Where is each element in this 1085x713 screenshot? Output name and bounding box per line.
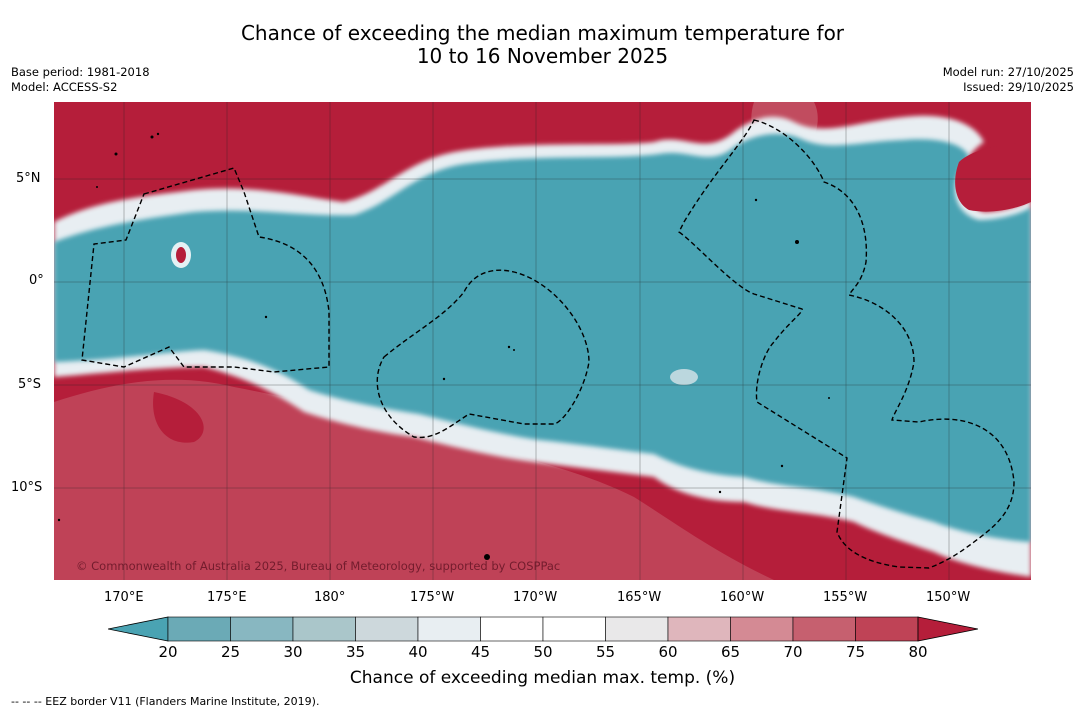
model-text: Model: ACCESS-S2: [11, 80, 118, 94]
lat-label-10s: 10°S: [11, 480, 43, 495]
island: [114, 152, 118, 156]
island: [442, 377, 446, 381]
colorbar-cell: [355, 616, 419, 642]
colorbar-cell: [730, 616, 794, 642]
cb-tick-label: 70: [783, 643, 803, 661]
cb-tick-label: 25: [220, 643, 241, 661]
title-line-2: 10 to 16 November 2025: [416, 44, 669, 68]
map-title: Chance of exceeding the median maximum t…: [0, 22, 1085, 68]
colorbar-cell: [542, 616, 606, 642]
cb-tick-label: 30: [283, 643, 303, 661]
colorbar-cells: [108, 616, 978, 642]
cb-tick-label: 65: [720, 643, 741, 661]
cb-tick-label: 35: [345, 643, 366, 661]
cb-tick-label: 55: [595, 643, 616, 661]
meta-left: Base period: 1981-2018 Model: ACCESS-S2: [11, 65, 150, 95]
island: [780, 464, 784, 468]
lat-label-5s: 5°S: [18, 377, 42, 392]
island: [795, 240, 799, 244]
colorbar-cell: [230, 616, 294, 642]
island: [754, 198, 758, 202]
island: [828, 397, 830, 399]
eez-border-line-islands: [678, 119, 1015, 569]
base-period-text: Base period: 1981-2018: [11, 65, 150, 79]
cb-tick-label: 60: [658, 643, 678, 661]
neutral-spot: [670, 369, 698, 385]
colorbar-arrow-high: [917, 616, 978, 642]
islands: [57, 132, 830, 560]
northeast-red-blob: [955, 143, 1031, 212]
island: [156, 132, 160, 136]
colorbar-cell: [480, 616, 544, 642]
title-line-1: Chance of exceeding the median maximum t…: [240, 21, 845, 45]
colorbar-cell: [667, 616, 731, 642]
colorbar-title: Chance of exceeding median max. temp. (%…: [349, 668, 736, 688]
lon-label-155w: 155°W: [823, 590, 868, 605]
eez-footnote: -- -- -- EEZ border V11 (Flanders Marine…: [11, 695, 320, 708]
lat-label-0: 0°: [29, 273, 44, 288]
lat-label-5n: 5°N: [16, 171, 41, 186]
island: [96, 186, 98, 188]
lon-label-180: 180°: [314, 590, 346, 605]
cb-tick-label: 75: [845, 643, 866, 661]
lon-label-175w: 175°W: [410, 590, 455, 605]
eez-borders: [81, 119, 1015, 569]
island: [150, 135, 154, 139]
model-run-text: Model run: 27/10/2025: [942, 65, 1074, 79]
cb-tick-label: 45: [470, 643, 491, 661]
gridlines: [54, 102, 1031, 580]
eez-border-phoenix: [376, 269, 590, 439]
lon-label-170w: 170°W: [513, 590, 558, 605]
cb-tick-label: 20: [158, 643, 178, 661]
island: [507, 345, 511, 349]
island: [718, 490, 722, 494]
meta-right: Model run: 27/10/2025 Issued: 29/10/2025: [943, 65, 1074, 95]
colorbar-cell: [792, 616, 856, 642]
lon-label-165w: 165°W: [617, 590, 662, 605]
colorbar-cell: [417, 616, 481, 642]
colorbar-cell: [167, 616, 231, 642]
lon-label-160w: 160°W: [720, 590, 765, 605]
island: [57, 518, 61, 522]
dark-red-patch: [153, 392, 204, 443]
cb-tick-label: 50: [533, 643, 553, 661]
colorbar-cell: [292, 616, 356, 642]
forecast-map: © Commonwealth of Australia 2025, Bureau…: [54, 102, 1031, 580]
moderate-red-patch: [54, 379, 774, 580]
hotspot-red: [176, 247, 186, 263]
lon-label-150w: 150°W: [926, 590, 971, 605]
lon-label-175e: 175°E: [207, 590, 247, 605]
island: [484, 554, 490, 560]
below-median-region: [54, 133, 1031, 543]
colorbar-cell: [605, 616, 669, 642]
colorbar-arrow-low: [108, 616, 169, 642]
cb-tick-label: 40: [408, 643, 428, 661]
colorbar: [108, 616, 978, 642]
island: [264, 315, 268, 319]
copyright-text: © Commonwealth of Australia 2025, Bureau…: [76, 559, 560, 573]
eez-border-kiribati-gilberts: [81, 167, 330, 373]
colorbar-cell: [855, 616, 919, 642]
issued-text: Issued: 29/10/2025: [963, 80, 1074, 94]
cb-tick-label: 80: [908, 643, 928, 661]
island: [513, 349, 515, 351]
lon-label-170e: 170°E: [104, 590, 144, 605]
